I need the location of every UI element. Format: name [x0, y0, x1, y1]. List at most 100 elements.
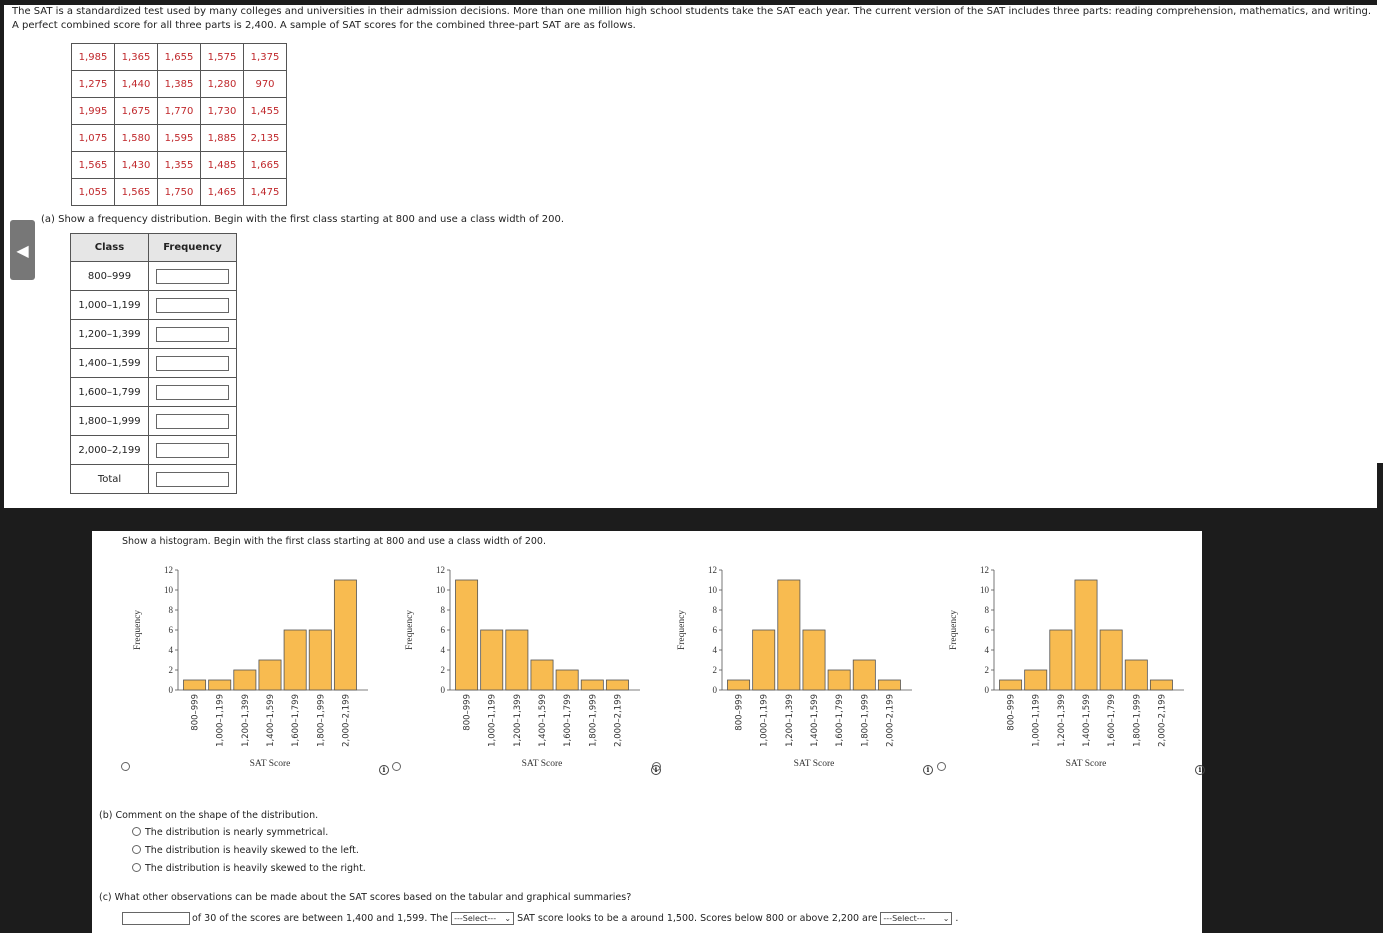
frequency-cell	[148, 377, 237, 407]
x-tick-label: 1,800–1,999	[860, 694, 870, 747]
shape-option[interactable]: The distribution is heavily skewed to th…	[132, 863, 366, 874]
y-tick-label: 8	[985, 605, 990, 615]
y-tick-label: 10	[436, 585, 446, 595]
frequency-row: 1,600–1,799	[70, 377, 237, 407]
score-cell: 1,075	[71, 124, 115, 152]
center-select[interactable]: ---Select--- ⌄	[451, 912, 515, 925]
frequency-header: Frequency	[148, 233, 237, 262]
info-icon[interactable]: i	[923, 765, 933, 775]
score-cell: 1,275	[71, 70, 115, 98]
frequency-distribution-table: Class Frequency 800–999 1,000–1,199 1,200–…	[70, 233, 237, 494]
x-axis-label: SAT Score	[1066, 759, 1107, 769]
frequency-cell	[148, 348, 237, 378]
score-cell: 1,385	[157, 70, 201, 98]
bar-6	[852, 659, 876, 691]
score-cell: 1,770	[157, 97, 201, 125]
y-tick-label: 8	[713, 605, 718, 615]
score-cell: 1,465	[200, 178, 244, 206]
count-input[interactable]	[122, 912, 190, 925]
y-tick-label: 12	[436, 565, 445, 575]
y-tick-label: 8	[169, 605, 174, 615]
score-cell: 1,575	[200, 43, 244, 71]
bar-2	[1024, 669, 1048, 691]
x-tick-label: 1,400–1,599	[1082, 694, 1092, 747]
x-tick-label: 1,000–1,199	[760, 694, 770, 747]
shape-option-radio[interactable]	[132, 845, 141, 854]
histogram-option-radio-4[interactable]	[937, 762, 946, 771]
score-cell: 1,440	[114, 70, 158, 98]
left-arrow-icon: ◀	[16, 240, 29, 260]
frequency-input-class-2[interactable]	[156, 326, 229, 342]
extremes-select[interactable]: ---Select--- ⌄	[880, 912, 953, 925]
score-cell: 1,675	[114, 97, 158, 125]
frequency-input-total[interactable]	[156, 471, 229, 487]
chevron-down-icon: ⌄	[504, 914, 512, 923]
y-tick-label: 6	[985, 625, 990, 635]
score-cell: 1,995	[71, 97, 115, 125]
info-icon[interactable]: i	[651, 765, 661, 775]
frequency-row: Total	[70, 464, 237, 494]
bar-5	[827, 669, 851, 691]
x-tick-label: 2,000–2,199	[613, 694, 623, 747]
frequency-input-class-5[interactable]	[156, 413, 229, 429]
bar-2	[752, 629, 776, 691]
frequency-input-class-0[interactable]	[156, 268, 229, 284]
bar-1	[727, 679, 751, 691]
x-axis-label: SAT Score	[250, 759, 291, 769]
bar-3	[777, 579, 801, 691]
class-label: 2,000–2,199	[70, 435, 149, 465]
frequency-row: 1,200–1,399	[70, 319, 237, 349]
frequency-input-class-6[interactable]	[156, 442, 229, 458]
y-tick-label: 2	[441, 665, 446, 675]
frequency-input-class-3[interactable]	[156, 355, 229, 371]
score-cell: 2,135	[243, 124, 287, 152]
y-axis-label: Frequency	[405, 610, 415, 650]
shape-option-radio[interactable]	[132, 863, 141, 872]
x-tick-label: 1,800–1,999	[1132, 694, 1142, 747]
bar-7	[1149, 679, 1173, 691]
info-icon[interactable]: i	[379, 765, 389, 775]
bar-3	[233, 669, 257, 691]
scores-row: 1,275 1,440 1,385 1,280 970	[71, 70, 287, 98]
x-tick-label: 1,000–1,199	[216, 694, 226, 747]
frequency-input-class-1[interactable]	[156, 297, 229, 313]
y-tick-label: 0	[985, 685, 990, 695]
y-tick-label: 4	[441, 645, 446, 655]
score-cell: 970	[243, 70, 287, 98]
frequency-input-class-4[interactable]	[156, 384, 229, 400]
shape-option-label: The distribution is heavily skewed to th…	[145, 845, 359, 856]
frequency-cell	[148, 290, 237, 320]
y-tick-label: 12	[980, 565, 989, 575]
bar-4	[258, 659, 282, 691]
bar-7	[333, 579, 357, 691]
shape-option-radio[interactable]	[132, 827, 141, 836]
shape-option[interactable]: The distribution is heavily skewed to th…	[132, 845, 359, 856]
x-tick-label: 800–999	[191, 694, 201, 731]
x-tick-label: 1,600–1,799	[563, 694, 573, 747]
y-tick-label: 2	[169, 665, 174, 675]
score-cell: 1,565	[114, 178, 158, 206]
bar-3	[505, 629, 529, 691]
y-tick-label: 2	[985, 665, 990, 675]
y-tick-label: 6	[169, 625, 174, 635]
x-tick-label: 1,200–1,399	[1057, 694, 1067, 747]
shape-option-label: The distribution is heavily skewed to th…	[145, 863, 366, 874]
score-cell: 1,475	[243, 178, 287, 206]
histogram-option-radio-1[interactable]	[121, 762, 130, 771]
x-tick-label: 1,400–1,599	[266, 694, 276, 747]
x-tick-label: 1,400–1,599	[538, 694, 548, 747]
shape-option[interactable]: The distribution is nearly symmetrical.	[132, 827, 328, 838]
bar-6	[1124, 659, 1148, 691]
part-c-prompt: (c) What other observations can be made …	[99, 892, 632, 903]
bar-6	[580, 679, 604, 691]
class-label: 1,200–1,399	[70, 319, 149, 349]
right-edge-dark	[1377, 463, 1383, 933]
histogram-option-radio-2[interactable]	[392, 762, 401, 771]
histogram-prompt: Show a histogram. Begin with the first c…	[122, 536, 546, 547]
info-icon[interactable]: i	[1195, 765, 1205, 775]
previous-arrow-button[interactable]: ◀	[10, 220, 35, 280]
y-axis-label: Frequency	[677, 610, 687, 650]
x-tick-label: 1,600–1,799	[291, 694, 301, 747]
y-tick-label: 4	[985, 645, 990, 655]
score-cell: 1,655	[157, 43, 201, 71]
